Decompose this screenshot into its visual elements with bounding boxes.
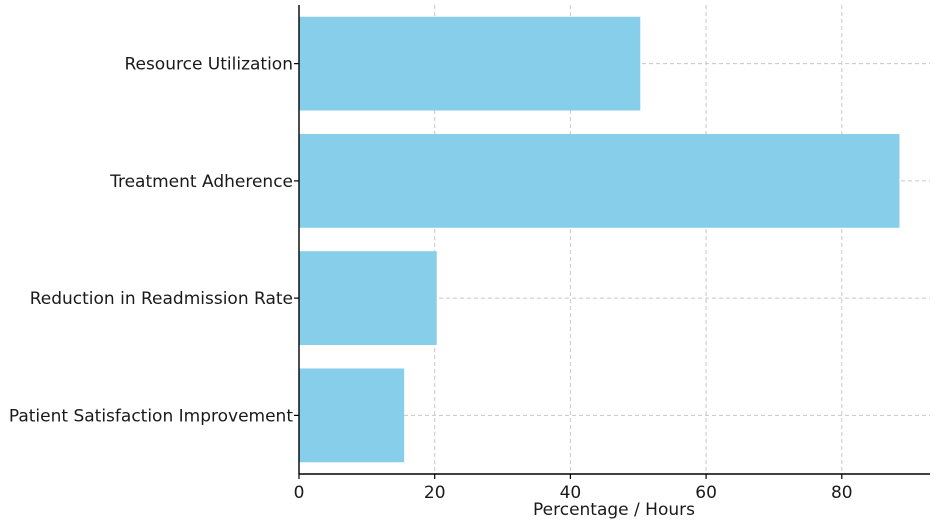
category-label: Reduction in Readmission Rate: [30, 289, 293, 309]
category-label: Resource Utilization: [124, 55, 293, 75]
x-tick-label: 60: [695, 483, 717, 503]
x-tick-label: 40: [560, 483, 582, 503]
x-tick-label: 0: [294, 483, 305, 503]
axes: [298, 5, 930, 475]
bars: [299, 16, 900, 463]
bar-3: [299, 16, 641, 111]
x-tick-label: 80: [831, 483, 853, 503]
category-labels: Patient Satisfaction Improvement Reductio…: [9, 55, 299, 426]
bar-0: [299, 368, 405, 463]
x-ticks: 0 20 40 60 80: [294, 474, 853, 503]
x-tick-label: 20: [424, 483, 446, 503]
bar-2: [299, 133, 900, 228]
category-label: Patient Satisfaction Improvement: [9, 406, 293, 426]
category-label: Treatment Adherence: [109, 172, 293, 192]
x-axis-title: Percentage / Hours: [533, 500, 695, 520]
bar-1: [299, 251, 437, 346]
